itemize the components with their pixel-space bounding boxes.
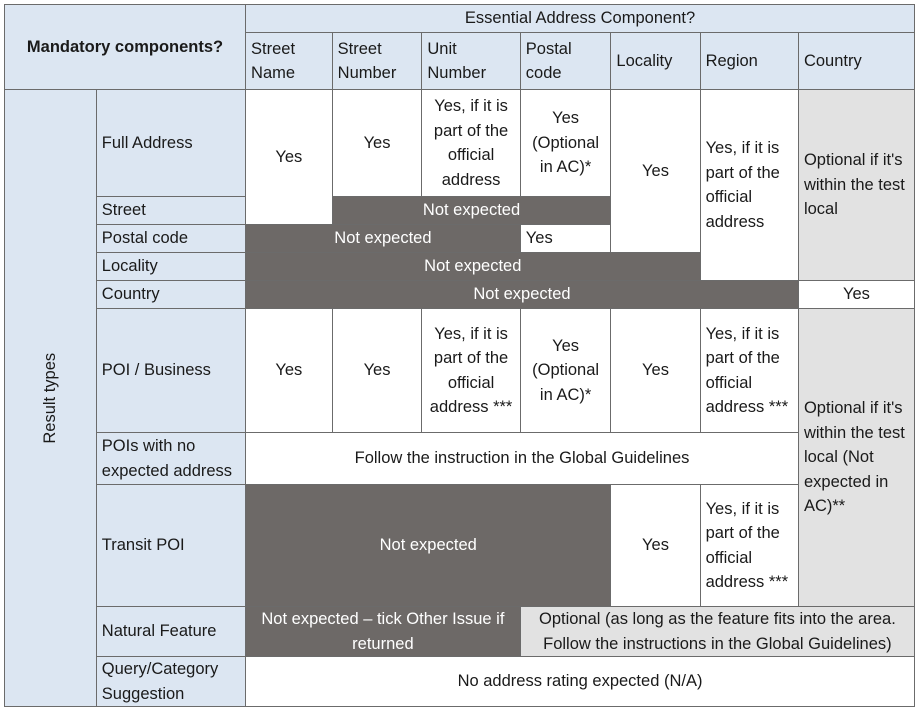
row-label-country: Country [95,280,247,309]
column-header-street-number: Street Number [331,32,423,90]
full-address-region: Yes, if it is part of the official addre… [699,89,799,281]
mandatory-components-header: Mandatory components? [3,4,247,90]
row-label-query-suggestion: Query/Category Suggestion [95,656,247,707]
column-header-postal-code: Postal code [519,32,612,90]
transit-not-expected: Not expected [245,484,612,607]
full-address-postal-code: Yes (Optional in AC)* [519,89,612,197]
postal-code-value: Yes [519,224,612,253]
row-label-postal-code: Postal code [95,224,247,253]
essential-component-header: Essential Address Component? [245,4,915,33]
row-label-pois-no-address: POIs with no expected address [95,432,247,485]
row-label-transit-poi: Transit POI [95,484,247,607]
poi-postal-code: Yes (Optional in AC)* [519,308,612,433]
full-address-locality: Yes [610,89,701,253]
natural-feature-optional: Optional (as long as the feature fits in… [519,606,915,657]
column-header-locality: Locality [610,32,701,90]
poi-street-name: Yes [245,308,333,433]
column-header-country: Country [797,32,915,90]
poi-country: Optional if it's within the test local (… [797,308,915,607]
column-header-street-name: Street Name [245,32,333,90]
column-header-unit-number: Unit Number [421,32,521,90]
street-not-expected: Not expected [331,196,612,225]
row-label-natural-feature: Natural Feature [95,606,247,657]
address-components-table: Mandatory components? Essential Address … [3,4,915,707]
row-label-poi-business: POI / Business [95,308,247,433]
query-suggestion-value: No address rating expected (N/A) [245,656,915,707]
row-label-locality: Locality [95,252,247,281]
pois-no-address-instruction: Follow the instruction in the Global Gui… [245,432,799,485]
result-types-label: Result types [4,89,97,707]
locality-not-expected: Not expected [245,252,701,281]
row-label-full-address: Full Address [95,89,247,197]
full-address-street-number: Yes [331,89,423,197]
poi-locality: Yes [610,308,701,433]
full-address-country: Optional if it's within the test local [797,89,915,281]
postal-code-not-expected: Not expected [245,224,521,253]
poi-region: Yes, if it is part of the official addre… [699,308,799,433]
poi-street-number: Yes [331,308,423,433]
transit-locality: Yes [610,484,701,607]
natural-feature-not-expected: Not expected – tick Other Issue if retur… [245,606,521,657]
full-address-street-name: Yes [245,89,333,225]
poi-unit-number: Yes, if it is part of the official addre… [421,308,521,433]
transit-region: Yes, if it is part of the official addre… [699,484,799,607]
country-not-expected: Not expected [245,280,799,309]
row-label-street: Street [95,196,247,225]
column-header-region: Region [699,32,799,90]
country-value: Yes [797,280,915,309]
full-address-unit-number: Yes, if it is part of the official addre… [421,89,521,197]
